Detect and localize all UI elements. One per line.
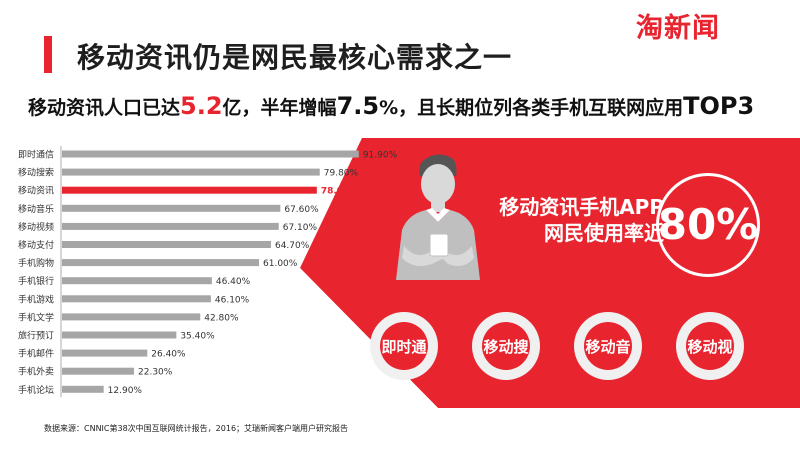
category-label: 手机邮件 <box>18 348 54 360</box>
bar <box>62 204 281 212</box>
value-label: 79.80% <box>324 169 359 179</box>
category-label: 手机文学 <box>18 311 54 323</box>
subtitle-part1: 移动资讯人口已达 <box>28 97 181 119</box>
value-label: 64.70% <box>275 241 310 251</box>
bar <box>62 222 279 230</box>
app-label-im: 即时通 <box>381 338 427 356</box>
app-label-search: 移动搜 <box>483 338 529 356</box>
bar <box>62 385 104 393</box>
source-note: 数据来源：CNNIC第38次中国互联网统计报告，2016；艾瑞新闻客户端用户研究… <box>44 424 349 433</box>
bar <box>62 313 201 321</box>
value-label: 22.30% <box>138 368 173 378</box>
value-label: 67.60% <box>284 205 319 215</box>
bar <box>62 331 177 339</box>
category-label: 手机购物 <box>18 257 54 269</box>
value-label: 42.80% <box>204 313 239 323</box>
subtitle: 移动资讯人口已达5.2亿，半年增幅7.5%，且长期位列各类手机互联网应用TOP3 <box>28 92 754 120</box>
bar <box>62 168 320 176</box>
category-label: 即时通信 <box>18 149 54 161</box>
title-accent-bar <box>44 36 52 73</box>
percent-value: 80% <box>657 200 759 249</box>
app-label-video: 移动视 <box>687 338 733 356</box>
value-label: 12.90% <box>108 386 143 396</box>
percent-ring <box>656 173 760 277</box>
subtitle-value2: 7.5 <box>336 92 380 120</box>
subtitle-part3: %，且长期位列各类手机互联网应用 <box>379 97 684 119</box>
value-label: 91.90% <box>363 151 398 161</box>
category-label: 移动支付 <box>18 239 54 251</box>
category-label: 手机银行 <box>18 275 54 287</box>
app-circle-search <box>472 312 540 380</box>
app-circle-video <box>676 312 744 380</box>
category-label: 移动视频 <box>18 221 54 233</box>
bar <box>62 277 212 285</box>
bar <box>62 186 317 194</box>
value-label: 78.90% <box>321 187 359 197</box>
category-label: 旅行预订 <box>18 330 54 342</box>
bar <box>62 150 359 158</box>
category-label: 手机游戏 <box>18 293 54 305</box>
value-label: 46.10% <box>215 295 250 305</box>
callout-line1: 移动资讯手机APP <box>499 195 664 219</box>
page-title: 移动资讯仍是网民最核心需求之一 <box>77 41 513 74</box>
category-label: 手机外卖 <box>18 366 54 378</box>
subtitle-value1: 5.2 <box>180 92 223 120</box>
app-circle-im <box>370 312 438 380</box>
logo-text: 淘新闻 <box>636 13 720 44</box>
subtitle-part2: ，半年增幅 <box>241 97 337 119</box>
app-label-music: 移动音 <box>585 338 631 356</box>
category-label: 手机论坛 <box>18 384 54 396</box>
value-label: 67.10% <box>283 223 318 233</box>
category-label: 移动搜索 <box>18 167 54 179</box>
value-label: 61.00% <box>263 259 298 269</box>
subtitle-unit1: 亿 <box>222 97 242 119</box>
category-label: 移动音乐 <box>18 203 54 215</box>
value-label: 46.40% <box>216 277 251 287</box>
bar <box>62 349 148 357</box>
logo: 淘新闻 <box>636 6 756 44</box>
subtitle-value3: TOP3 <box>683 92 755 120</box>
bar <box>62 295 211 303</box>
bar <box>62 367 135 375</box>
bar <box>62 259 260 267</box>
bar <box>62 241 271 248</box>
app-circle-music <box>574 312 642 380</box>
callout-line2: 网民使用率近 <box>544 221 664 245</box>
callout-text: 移动资讯手机APP 网民使用率近 <box>492 194 664 246</box>
value-label: 26.40% <box>151 350 186 360</box>
value-label: 35.40% <box>180 332 215 342</box>
person-with-phone-icon <box>396 154 480 280</box>
category-label: 移动资讯 <box>18 185 54 197</box>
